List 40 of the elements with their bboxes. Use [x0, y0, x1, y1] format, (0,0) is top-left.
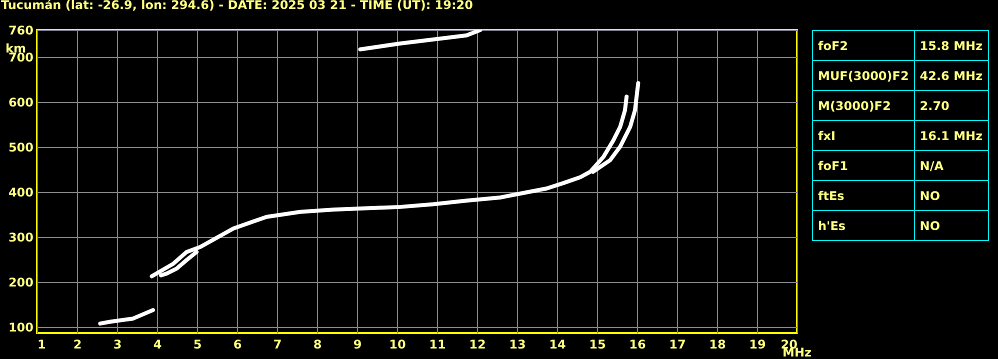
x-tick-label: 10 — [389, 338, 406, 352]
x-tick-label: 1 — [38, 338, 46, 352]
x-tick-label: 9 — [353, 338, 362, 352]
x-tick-label: 8 — [313, 338, 322, 352]
y-tick-label: 500 — [8, 140, 34, 155]
y-tick-label: 600 — [8, 96, 34, 110]
y-tick-label: 300 — [8, 230, 34, 245]
text: N/A — [914, 150, 988, 180]
x-tick-label: 6 — [233, 338, 242, 352]
y-tick-label: 400 — [8, 186, 34, 200]
text: MUF(3000)F2 — [812, 60, 914, 90]
text: fxI — [812, 120, 914, 150]
x-tick-label: 16 — [629, 338, 646, 352]
text: ftEs — [812, 180, 914, 210]
text: foF2 — [812, 30, 914, 60]
x-tick-label: 15 — [589, 338, 606, 352]
text: foF1 — [812, 150, 914, 180]
text: 42.6 MHz — [914, 60, 988, 90]
text: 15.8 MHz — [914, 30, 988, 60]
text: 16.1 MHz — [914, 120, 988, 150]
x-tick-label: 4 — [153, 338, 162, 352]
text: NO — [914, 210, 988, 240]
x-tick-label: 5 — [193, 338, 202, 352]
text: NO — [914, 180, 988, 210]
y-tick-label: 100 — [8, 320, 34, 335]
x-tick-label: 18 — [709, 338, 726, 352]
x-tick-label: 14 — [549, 338, 566, 352]
x-tick-label: 13 — [509, 338, 526, 352]
x-tick-label: 17 — [669, 338, 686, 352]
x-tick-label: 7 — [273, 338, 282, 352]
y-tick-label: 760 — [8, 24, 34, 38]
text: M(3000)F2 — [812, 90, 914, 120]
text: h'Es — [812, 210, 914, 240]
x-tick-label: 2 — [73, 338, 82, 352]
text: 2.70 — [914, 90, 988, 120]
x-tick-label: 3 — [113, 338, 122, 352]
x-tick-label: 19 — [749, 338, 766, 352]
x-tick-label: 11 — [429, 338, 446, 352]
x-tick-label: 12 — [469, 338, 486, 352]
y-tick-label: 200 — [8, 276, 34, 290]
